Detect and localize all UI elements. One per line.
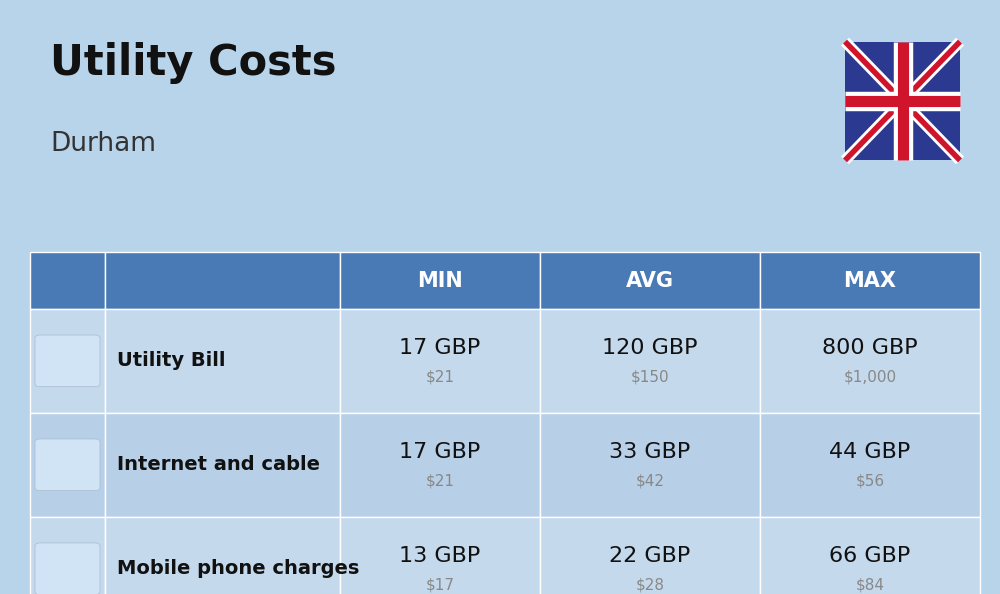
Text: Durham: Durham — [50, 131, 156, 157]
FancyBboxPatch shape — [30, 517, 105, 594]
Text: 17 GBP: 17 GBP — [399, 442, 481, 462]
Text: $84: $84 — [856, 578, 885, 593]
Text: $1,000: $1,000 — [843, 370, 897, 385]
FancyBboxPatch shape — [35, 439, 100, 491]
FancyBboxPatch shape — [105, 309, 340, 413]
Text: Utility Bill: Utility Bill — [117, 352, 226, 370]
Text: 17 GBP: 17 GBP — [399, 338, 481, 358]
Text: 33 GBP: 33 GBP — [609, 442, 691, 462]
FancyBboxPatch shape — [30, 252, 105, 309]
Text: AVG: AVG — [626, 271, 674, 290]
Text: $21: $21 — [425, 474, 454, 489]
FancyBboxPatch shape — [760, 309, 980, 413]
Text: 800 GBP: 800 GBP — [822, 338, 918, 358]
FancyBboxPatch shape — [35, 335, 100, 387]
Text: Utility Costs: Utility Costs — [50, 42, 336, 84]
FancyBboxPatch shape — [340, 413, 540, 517]
FancyBboxPatch shape — [340, 252, 540, 309]
FancyBboxPatch shape — [35, 543, 100, 594]
Text: $56: $56 — [855, 474, 885, 489]
FancyBboxPatch shape — [340, 309, 540, 413]
FancyBboxPatch shape — [105, 413, 340, 517]
Text: 22 GBP: 22 GBP — [609, 546, 691, 565]
Text: 13 GBP: 13 GBP — [399, 546, 481, 565]
FancyBboxPatch shape — [540, 517, 760, 594]
FancyBboxPatch shape — [760, 517, 980, 594]
Text: MAX: MAX — [844, 271, 896, 290]
FancyBboxPatch shape — [540, 252, 760, 309]
FancyBboxPatch shape — [340, 517, 540, 594]
Text: 66 GBP: 66 GBP — [829, 546, 911, 565]
FancyBboxPatch shape — [760, 252, 980, 309]
Text: Mobile phone charges: Mobile phone charges — [117, 560, 359, 578]
Text: $150: $150 — [631, 370, 669, 385]
Text: MIN: MIN — [417, 271, 463, 290]
FancyBboxPatch shape — [30, 309, 105, 413]
Text: $42: $42 — [636, 474, 664, 489]
FancyBboxPatch shape — [540, 413, 760, 517]
Text: 44 GBP: 44 GBP — [829, 442, 911, 462]
FancyBboxPatch shape — [105, 517, 340, 594]
Text: $21: $21 — [425, 370, 454, 385]
FancyBboxPatch shape — [30, 413, 105, 517]
FancyBboxPatch shape — [845, 42, 960, 160]
FancyBboxPatch shape — [105, 252, 340, 309]
FancyBboxPatch shape — [760, 413, 980, 517]
FancyBboxPatch shape — [540, 309, 760, 413]
Text: Internet and cable: Internet and cable — [117, 456, 320, 474]
Text: $17: $17 — [425, 578, 454, 593]
Text: $28: $28 — [636, 578, 664, 593]
Text: 120 GBP: 120 GBP — [602, 338, 698, 358]
